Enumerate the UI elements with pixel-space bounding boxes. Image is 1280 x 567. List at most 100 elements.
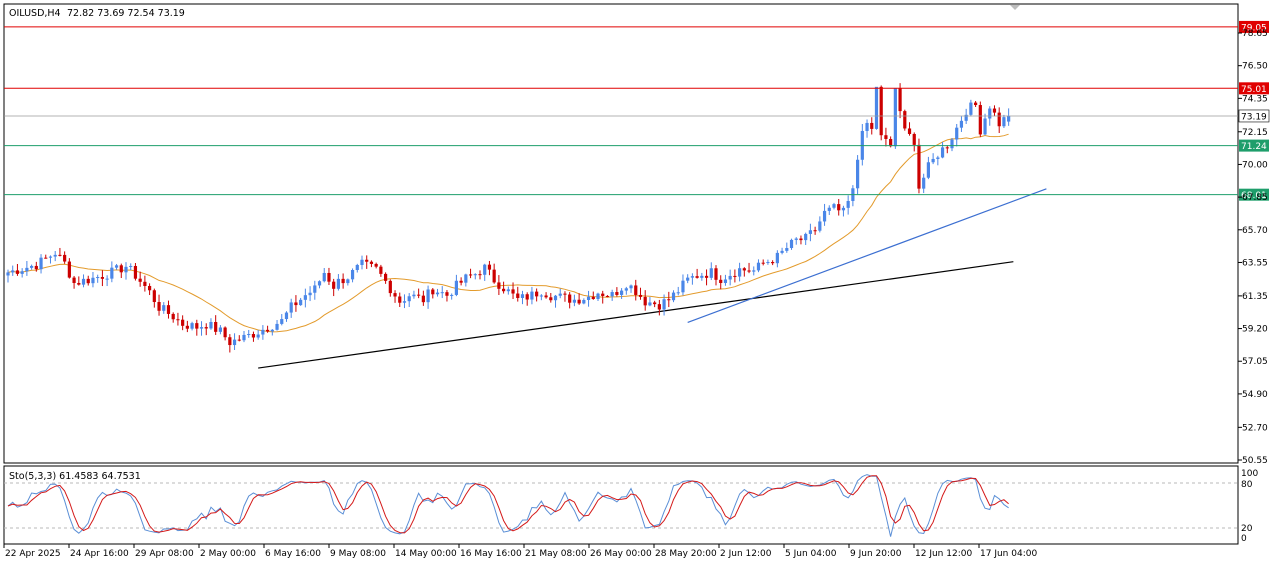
price-tick-label: 76.50 [1242,62,1268,72]
time-tick-label: 2 May 00:00 [200,549,256,559]
time-tick-label: 28 May 20:00 [655,549,717,559]
candle-body [638,294,643,297]
time-tick-label: 12 Jun 12:00 [915,549,972,559]
candle-body [624,288,628,291]
candle-body [634,285,638,295]
moving-average-layer [7,133,1009,333]
candle-body [96,277,100,279]
candle-body [100,277,104,279]
candle-body [431,289,435,295]
candle-body [303,295,307,300]
candle-body [369,261,374,264]
candle-body [497,282,501,289]
candle-body [605,295,610,297]
candle-body [261,329,265,335]
candle-body [190,323,194,329]
candle-body [988,108,992,119]
price-axis: 78.65 76.50 74.35 72.15 70.00 67.85 65.70 63.55… [1238,29,1268,466]
candle-body [936,157,940,159]
candle-body [856,159,860,189]
candle-body [327,272,331,282]
candle-body [317,281,322,286]
candle-body [284,312,289,320]
candle-body [681,280,685,293]
candle-body [893,88,897,147]
candle-body [983,118,987,135]
level-badge-68.01 [1239,188,1269,201]
candle-body [440,292,444,294]
candle-body [827,207,831,211]
candle-body [657,304,661,310]
candle-body [671,292,676,301]
candle-body [365,259,369,262]
candle-body [704,275,709,278]
candle-body [846,200,850,208]
candle-body [459,280,463,283]
candle-body [34,265,38,270]
candle-body [119,265,123,273]
candle-body [577,299,581,304]
candle-body [6,272,10,276]
candle-body [813,230,817,232]
level-label-79.05: 79.05 [1241,23,1267,33]
candle-body [374,263,378,267]
trendline-blue[interactable] [687,188,1047,324]
time-tick-label: 5 Jun 04:00 [785,549,837,559]
candle-body [492,269,496,283]
time-tick-label: 6 May 16:00 [265,549,321,559]
shift-marker-icon[interactable] [1010,5,1020,10]
candle-body [251,334,256,338]
candle-body [15,270,20,274]
candle-body [275,323,279,330]
candle-body [752,270,756,272]
candle-body [865,122,869,131]
candle-body [105,278,109,280]
candle-body [912,133,916,145]
trendline-black[interactable] [258,261,1014,369]
price-tick-label: 74.35 [1242,94,1268,104]
candle-body [940,147,945,158]
price-tick-label: 78.65 [1242,29,1268,39]
candle-body [1007,115,1011,122]
price-tick-label: 61.35 [1242,292,1268,302]
current-price-label: 73.19 [1241,112,1267,122]
candle-body [464,274,468,283]
price-tick-label: 65.70 [1242,226,1268,236]
candle-body [176,319,180,321]
candle-body [308,292,312,296]
candle-body [738,268,742,277]
candle-body [157,302,161,311]
candle-body [544,295,548,298]
candle-body [148,285,152,291]
candle-body [804,233,808,241]
candle-body [280,319,284,324]
candle-body [586,296,591,301]
price-tick-label: 50.55 [1242,456,1268,466]
stochastic-lines-layer [7,474,1009,537]
candle-body [917,144,921,189]
candle-body [799,238,803,241]
candle-body [695,276,699,278]
candle-body [388,280,392,294]
candle-body [30,265,34,268]
candle-body [450,294,454,296]
candle-body [232,339,237,346]
candle-body [690,276,694,278]
time-tick-label: 9 Jun 20:00 [850,549,902,559]
candle-body [709,268,713,278]
candle-body [124,266,128,273]
level-badge-71.24 [1239,139,1269,152]
candle-body [907,128,912,134]
candle-body [870,122,874,129]
time-tick-label: 9 May 08:00 [330,549,386,559]
moving-average-line [7,133,1009,333]
candle-body [794,238,798,240]
candle-body [742,268,746,271]
level-label-71.24: 71.24 [1241,142,1267,152]
candle-body [511,289,515,294]
stoch-tick-0: 0 [1241,534,1247,544]
candle-body [181,319,185,326]
candle-body [686,277,690,281]
main-panel: 79.05 75.01 71.24 68.01 73.19 OILUSD,H4 72.8… [3,3,1270,464]
